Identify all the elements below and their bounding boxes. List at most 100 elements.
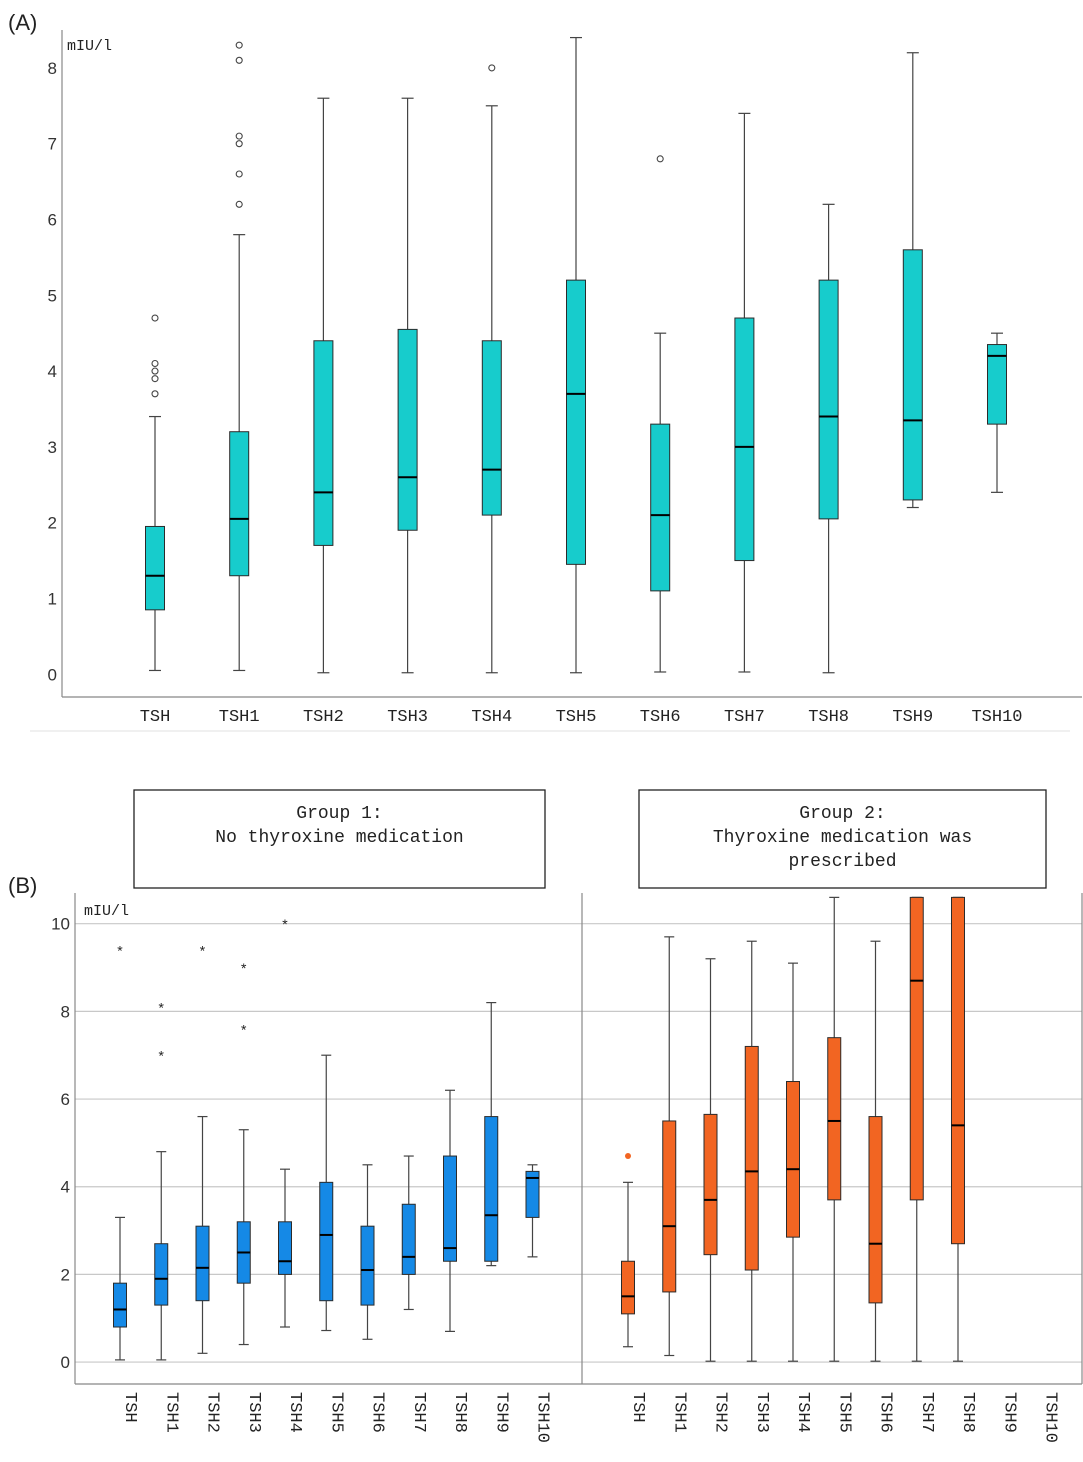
iqr-box bbox=[195, 1225, 210, 1302]
x-tick-label: TSH bbox=[628, 1392, 647, 1423]
group2-title: Group 2: bbox=[799, 804, 885, 824]
box-plot-tsh7 bbox=[401, 1155, 416, 1311]
box-plot-tsh1 bbox=[229, 41, 250, 672]
iqr-box bbox=[909, 896, 924, 1201]
box-plot-tsh1: ** bbox=[154, 1002, 169, 1361]
x-tick-label: TSH9 bbox=[892, 708, 933, 727]
box-plot-tsh7 bbox=[909, 896, 924, 1362]
outlier-point bbox=[235, 41, 243, 49]
chart-panel-a: 0 1 2 3 4 5 6 7 8 mIU/l TSH TSH1 TSH2 TSH3 TSH4 TSH5 TSH… bbox=[48, 30, 1082, 727]
x-tick-label: TSH4 bbox=[285, 1392, 304, 1433]
extreme-outlier-marker: * bbox=[240, 1024, 248, 1040]
extreme-outlier-marker: * bbox=[240, 963, 248, 979]
box-plot-tsh1 bbox=[662, 936, 677, 1357]
box-plot-tsh4 bbox=[481, 64, 502, 674]
box-plot-tsh5 bbox=[827, 896, 842, 1362]
outlier-point bbox=[151, 390, 159, 398]
x-tick-label: TSH4 bbox=[471, 708, 512, 727]
x-tick-label: TSH2 bbox=[203, 1392, 222, 1433]
iqr-box bbox=[621, 1260, 635, 1315]
box-plot-tsh3 bbox=[397, 97, 418, 674]
group1-subtitle: No thyroxine medication bbox=[215, 828, 463, 848]
chart-panel-b-group1: 0246810mIU/lTSH*TSH1**TSH2*TSH3**TSH4*TS… bbox=[51, 893, 582, 1443]
x-tick-label: TSH3 bbox=[752, 1392, 771, 1433]
iqr-box bbox=[703, 1113, 718, 1256]
y-tick-label: 4 bbox=[61, 1178, 70, 1197]
y-tick-label: 6 bbox=[48, 210, 57, 229]
x-tick-label: TSH7 bbox=[724, 708, 765, 727]
panel-label-b: (B) bbox=[8, 873, 37, 898]
box-plot-tsh6 bbox=[360, 1164, 375, 1340]
group2-subtitle-line1: Thyroxine medication was bbox=[713, 828, 972, 848]
x-tick-label: TSH6 bbox=[876, 1392, 895, 1433]
box-plot-tsh2 bbox=[703, 958, 718, 1362]
x-tick-label: TSH5 bbox=[556, 708, 597, 727]
iqr-box bbox=[987, 344, 1007, 425]
group1-label-box: Group 1: No thyroxine medication bbox=[133, 789, 546, 889]
x-tick-label: TSH9 bbox=[999, 1392, 1018, 1433]
y-tick-label: 3 bbox=[48, 438, 57, 457]
y-tick-label: 0 bbox=[48, 665, 57, 684]
iqr-box bbox=[481, 340, 502, 516]
box-plot-tsh3 bbox=[744, 940, 759, 1362]
box-plot-tsh bbox=[145, 314, 165, 672]
box-plot-tsh: * bbox=[113, 945, 127, 1361]
iqr-box bbox=[734, 317, 755, 562]
box-plot-tsh8 bbox=[951, 896, 965, 1362]
extreme-outlier-marker: * bbox=[157, 1002, 165, 1018]
iqr-box bbox=[951, 896, 965, 1245]
box-plot-tsh8 bbox=[818, 203, 839, 674]
box-plot-tsh2 bbox=[313, 97, 334, 674]
x-tick-label: TSH8 bbox=[958, 1392, 977, 1433]
y-axis-unit-label: mIU/l bbox=[67, 38, 112, 55]
outlier-point bbox=[235, 132, 243, 140]
extreme-outlier-marker: * bbox=[157, 1050, 165, 1066]
box-plot-tsh5 bbox=[319, 1054, 334, 1332]
outlier-point bbox=[151, 314, 159, 322]
box-plot-tsh9 bbox=[484, 1001, 499, 1267]
x-tick-label: TSH7 bbox=[409, 1392, 428, 1433]
box-plot-tsh9 bbox=[902, 52, 923, 509]
box-plot-tsh6 bbox=[650, 155, 671, 673]
iqr-box bbox=[360, 1225, 375, 1306]
outlier-point bbox=[235, 56, 243, 64]
box-plot-tsh bbox=[621, 1153, 635, 1348]
x-tick-label: TSH3 bbox=[244, 1392, 263, 1433]
iqr-box bbox=[154, 1243, 169, 1306]
x-tick-label: TSH6 bbox=[640, 708, 681, 727]
iqr-box bbox=[525, 1170, 540, 1218]
x-tick-label: TSH1 bbox=[219, 708, 260, 727]
iqr-box bbox=[443, 1155, 457, 1262]
iqr-box bbox=[229, 431, 250, 577]
x-tick-label: TSH8 bbox=[808, 708, 849, 727]
iqr-box bbox=[401, 1203, 416, 1275]
x-tick-label: TSH1 bbox=[669, 1392, 688, 1433]
iqr-box bbox=[818, 279, 839, 520]
y-tick-label: 5 bbox=[48, 286, 57, 305]
outlier-point bbox=[625, 1153, 631, 1160]
x-tick-label: TSH1 bbox=[161, 1392, 180, 1433]
iqr-box bbox=[145, 525, 165, 611]
x-tick-label: TSH4 bbox=[793, 1392, 812, 1433]
group2-subtitle-line2: prescribed bbox=[788, 852, 896, 872]
y-tick-label: 7 bbox=[48, 135, 57, 154]
outlier-point bbox=[151, 359, 159, 368]
iqr-box bbox=[827, 1037, 842, 1201]
outlier-point bbox=[235, 140, 243, 148]
iqr-box bbox=[786, 1081, 800, 1238]
box-plot-tsh4 bbox=[786, 962, 800, 1362]
y-tick-label: 10 bbox=[51, 915, 70, 934]
x-tick-label: TSH2 bbox=[303, 708, 344, 727]
y-tick-label: 4 bbox=[48, 362, 57, 381]
x-tick-label: TSH3 bbox=[387, 708, 428, 727]
iqr-box bbox=[662, 1120, 677, 1293]
x-tick-label: TSH6 bbox=[368, 1392, 387, 1433]
box-plot-tsh4: * bbox=[278, 919, 292, 1328]
iqr-box bbox=[868, 1116, 883, 1304]
outlier-point bbox=[235, 200, 243, 208]
extreme-outlier-marker: * bbox=[198, 945, 206, 961]
x-tick-label: TSH5 bbox=[326, 1392, 345, 1433]
iqr-box bbox=[902, 249, 923, 501]
outlier-point bbox=[151, 367, 159, 375]
y-tick-label: 8 bbox=[48, 59, 57, 78]
